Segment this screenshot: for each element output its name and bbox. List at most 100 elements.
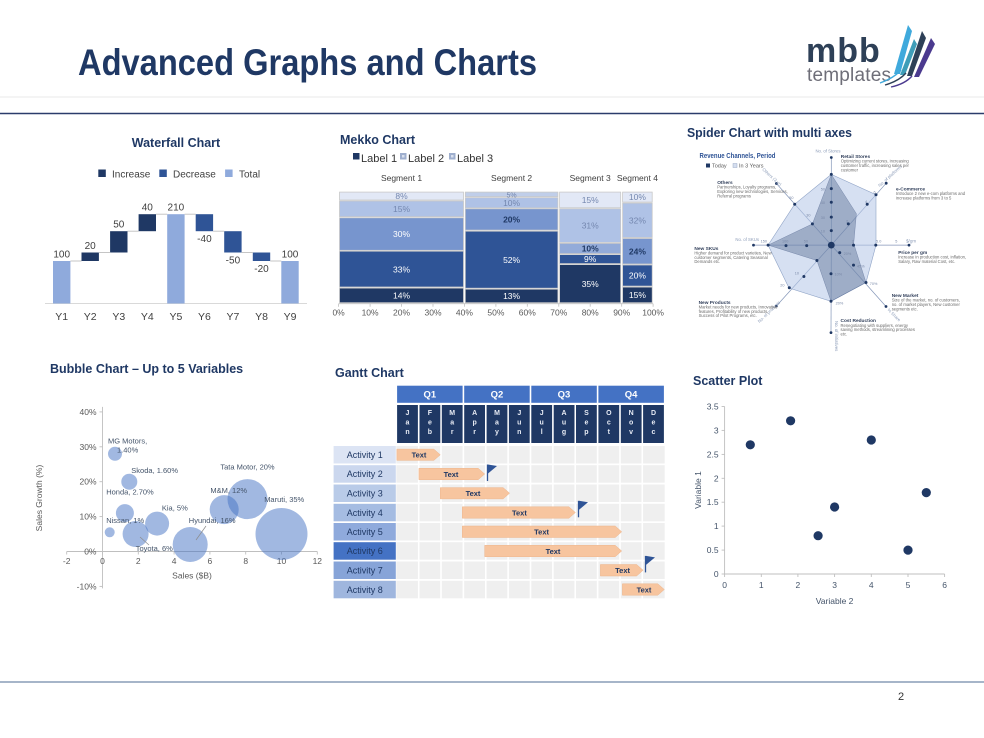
svg-text:v: v xyxy=(629,429,633,436)
svg-text:p: p xyxy=(472,420,476,427)
svg-text:2: 2 xyxy=(136,556,141,566)
svg-text:n: n xyxy=(517,429,521,436)
svg-text:Label 1: Label 1 xyxy=(361,153,397,165)
svg-text:Spider Chart with multi axes: Spider Chart with multi axes xyxy=(687,125,852,140)
svg-text:Others: Others xyxy=(717,180,733,186)
svg-text:Bubble Chart – Up to 5 Variabl: Bubble Chart – Up to 5 Variables xyxy=(50,362,243,376)
svg-text:Text: Text xyxy=(534,528,549,537)
svg-text:saving methods, streamlining p: saving methods, streamlining processes xyxy=(841,327,915,332)
svg-text:customer traffic, increasing s: customer traffic, increasing sales per xyxy=(841,163,910,168)
svg-text:Sales ($B): Sales ($B) xyxy=(172,571,212,581)
svg-text:6: 6 xyxy=(208,556,213,566)
svg-text:Y5: Y5 xyxy=(169,311,182,323)
svg-text:32%: 32% xyxy=(629,215,646,225)
svg-text:0: 0 xyxy=(722,580,727,590)
svg-text:40: 40 xyxy=(821,201,825,205)
svg-text:33%: 33% xyxy=(393,264,410,274)
svg-text:0%: 0% xyxy=(332,308,345,318)
svg-text:60%: 60% xyxy=(519,308,536,318)
svg-text:Y3: Y3 xyxy=(112,311,125,323)
svg-text:8%: 8% xyxy=(395,191,408,201)
svg-text:20%: 20% xyxy=(393,308,410,318)
svg-text:Label 2: Label 2 xyxy=(408,153,444,165)
svg-text:Y4: Y4 xyxy=(141,311,154,323)
svg-text:Scatter Plot: Scatter Plot xyxy=(693,374,763,388)
svg-text:1.40%: 1.40% xyxy=(117,446,139,455)
svg-text:M: M xyxy=(449,410,455,417)
svg-text:Text: Text xyxy=(615,566,630,575)
svg-text:Activity 6: Activity 6 xyxy=(347,546,383,556)
svg-text:Text: Text xyxy=(512,508,527,517)
svg-text:-20: -20 xyxy=(254,264,269,275)
svg-text:A: A xyxy=(472,410,477,417)
svg-text:0: 0 xyxy=(714,569,719,579)
svg-text:6: 6 xyxy=(874,190,876,194)
svg-text:-40: -40 xyxy=(197,234,212,245)
svg-text:a: a xyxy=(406,420,410,427)
svg-text:Revenue Channels, Period: Revenue Channels, Period xyxy=(700,153,776,160)
svg-text:100: 100 xyxy=(282,250,299,261)
svg-text:e: e xyxy=(428,420,432,427)
svg-text:40%: 40% xyxy=(456,308,473,318)
svg-text:Retail Stores: Retail Stores xyxy=(841,154,871,160)
svg-text:2: 2 xyxy=(846,220,848,224)
svg-text:0.5: 0.5 xyxy=(707,545,719,555)
svg-text:5%: 5% xyxy=(507,193,517,200)
svg-text:Market needs for new products,: Market needs for new products, Innovativ… xyxy=(699,304,779,309)
svg-text:40: 40 xyxy=(142,203,154,214)
svg-text:210: 210 xyxy=(168,203,185,214)
svg-text:Renegotiating with suppliers,: Renegotiating with suppliers, energy xyxy=(841,323,909,328)
svg-text:o: o xyxy=(629,420,633,427)
svg-text:u: u xyxy=(517,420,521,427)
svg-text:4: 4 xyxy=(172,556,177,566)
svg-text:70%: 70% xyxy=(550,308,567,318)
svg-text:Honda, 2.70%: Honda, 2.70% xyxy=(106,488,154,497)
svg-text:Text: Text xyxy=(412,451,427,460)
svg-text:5: 5 xyxy=(895,239,897,243)
svg-text:4: 4 xyxy=(865,200,867,204)
svg-text:100%: 100% xyxy=(642,308,664,318)
svg-text:Demands etc.: Demands etc. xyxy=(694,259,720,264)
svg-text:10: 10 xyxy=(821,230,825,234)
svg-text:-50: -50 xyxy=(226,256,241,267)
svg-text:u: u xyxy=(540,420,544,427)
svg-text:Partnerships, Loyalty programs: Partnerships, Loyalty programs, xyxy=(717,185,776,190)
svg-text:15%: 15% xyxy=(629,290,646,300)
svg-text:p: p xyxy=(584,429,588,436)
svg-text:Variable 2: Variable 2 xyxy=(816,596,854,606)
svg-text:14%: 14% xyxy=(393,291,410,301)
svg-text:New Market: New Market xyxy=(892,293,919,299)
svg-text:2: 2 xyxy=(898,691,904,703)
svg-text:S: S xyxy=(584,410,589,417)
svg-text:2: 2 xyxy=(852,239,854,243)
svg-text:customer segments, Catering Se: customer segments, Catering Seasonal xyxy=(694,255,767,260)
svg-text:Segment 1: Segment 1 xyxy=(381,173,422,183)
svg-text:c: c xyxy=(607,420,611,427)
svg-text:2: 2 xyxy=(796,580,801,590)
svg-text:-10%: -10% xyxy=(77,581,97,591)
svg-text:10%: 10% xyxy=(503,198,520,208)
svg-text:mbb: mbb xyxy=(806,32,881,70)
svg-text:Introduce 2 new e-com platform: Introduce 2 new e-com platforms and xyxy=(896,191,966,196)
svg-text:15%: 15% xyxy=(393,204,410,214)
svg-text:Advanced Graphs and Charts: Advanced Graphs and Charts xyxy=(78,41,537,83)
svg-text:no. of market players, New cus: no. of market players, New customer xyxy=(892,302,961,307)
svg-text:1.5: 1.5 xyxy=(707,497,719,507)
svg-text:Today: Today xyxy=(712,164,727,170)
svg-text:Referral programs: Referral programs xyxy=(717,193,751,198)
svg-text:Sales Growth (%): Sales Growth (%) xyxy=(34,465,44,532)
svg-text:Y9: Y9 xyxy=(284,311,297,323)
svg-text:20%: 20% xyxy=(79,477,96,487)
svg-text:In 3 Years: In 3 Years xyxy=(739,164,764,170)
svg-text:100: 100 xyxy=(782,239,788,243)
svg-text:r: r xyxy=(473,429,476,436)
svg-text:Activity 5: Activity 5 xyxy=(347,527,383,537)
svg-text:Cost Reduction: Cost Reduction xyxy=(841,318,877,324)
svg-text:M: M xyxy=(494,410,500,417)
svg-text:Text: Text xyxy=(637,585,652,594)
svg-text:10%: 10% xyxy=(79,512,96,522)
svg-text:1: 1 xyxy=(759,580,764,590)
svg-text:Activity 4: Activity 4 xyxy=(347,508,383,518)
svg-text:Increase: Increase xyxy=(112,170,151,181)
svg-text:r: r xyxy=(451,429,454,436)
